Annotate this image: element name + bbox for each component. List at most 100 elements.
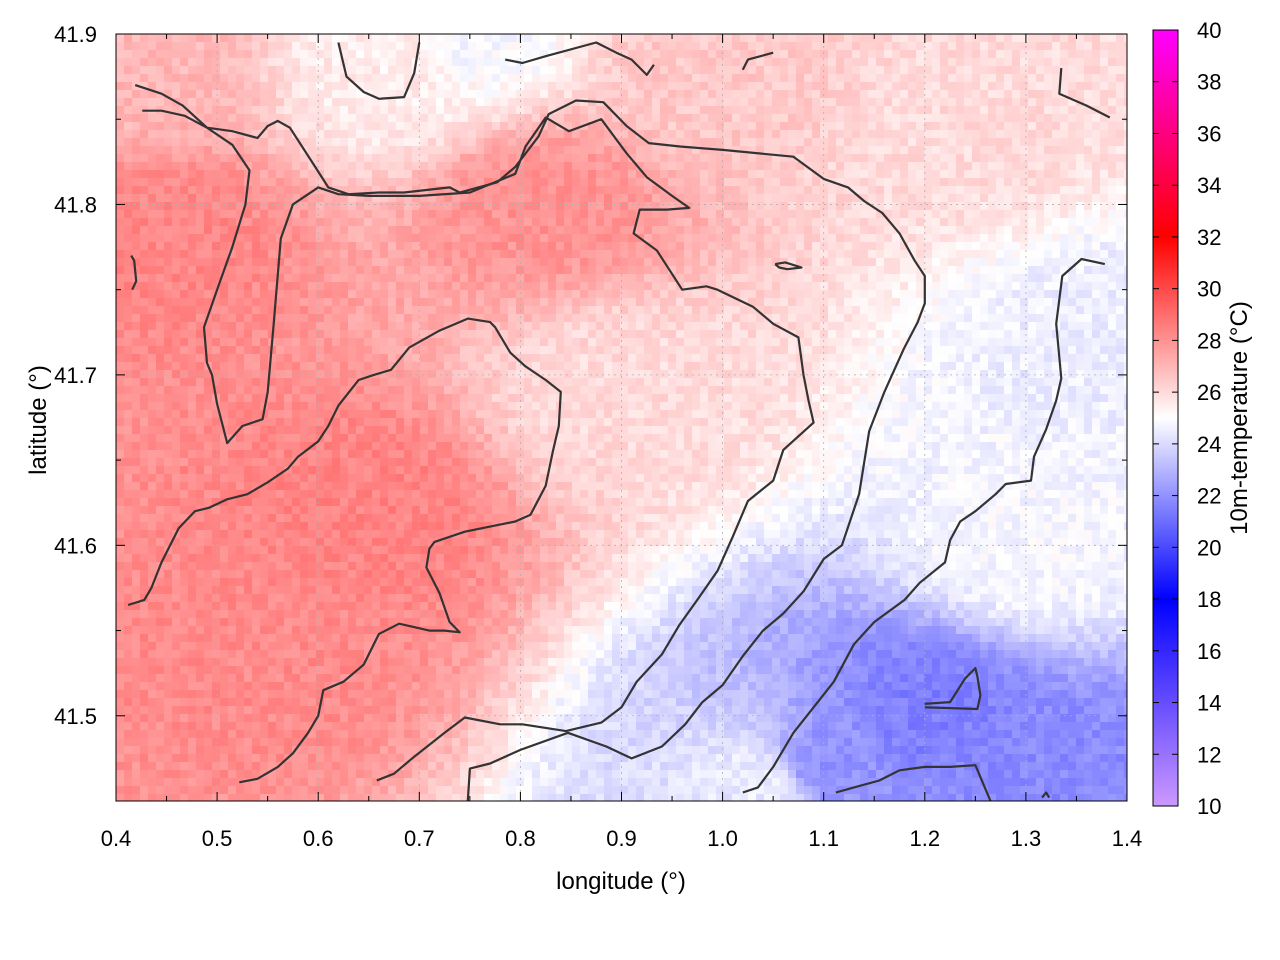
heatmap-cell [860, 274, 869, 283]
heatmap-cell [116, 234, 125, 243]
heatmap-cell [572, 178, 581, 187]
heatmap-cell [636, 250, 645, 259]
heatmap-cell [188, 330, 197, 339]
heatmap-cell [628, 50, 637, 59]
heatmap-cell [268, 234, 277, 243]
heatmap-cell [636, 242, 645, 251]
heatmap-cell [380, 74, 389, 83]
heatmap-cell [1084, 106, 1093, 115]
heatmap-cell [164, 162, 173, 171]
heatmap-cell [636, 106, 645, 115]
heatmap-cell [228, 290, 237, 299]
heatmap-cell [764, 306, 773, 315]
heatmap-cell [636, 154, 645, 163]
heatmap-cell [756, 242, 765, 251]
heatmap-cell [732, 154, 741, 163]
heatmap-cell [340, 154, 349, 163]
heatmap-cell [572, 218, 581, 227]
heatmap-cell [404, 258, 413, 267]
heatmap-cell [1052, 250, 1061, 259]
heatmap-cell [788, 50, 797, 59]
heatmap-cell [564, 226, 573, 235]
heatmap-cell [876, 146, 885, 155]
heatmap-cell [812, 330, 821, 339]
heatmap-cell [1044, 338, 1053, 347]
heatmap-cell [452, 106, 461, 115]
heatmap-cell [948, 322, 957, 331]
heatmap-cell [412, 130, 421, 139]
heatmap-cell [524, 258, 533, 267]
heatmap-cell [444, 306, 453, 315]
heatmap-cell [348, 266, 357, 275]
heatmap-cell [1028, 282, 1037, 291]
heatmap-cell [908, 210, 917, 219]
heatmap-cell [884, 122, 893, 131]
heatmap-cell [476, 274, 485, 283]
heatmap-cell [1124, 170, 1127, 179]
heatmap-cell [532, 258, 541, 267]
heatmap-cell [468, 194, 477, 203]
heatmap-cell [876, 242, 885, 251]
heatmap-cell [860, 66, 869, 75]
heatmap-cell [404, 146, 413, 155]
heatmap-cell [220, 154, 229, 163]
heatmap-cell [300, 106, 309, 115]
heatmap-cell [444, 346, 453, 355]
heatmap-cell [1004, 186, 1013, 195]
heatmap-cell [324, 194, 333, 203]
heatmap-cell [788, 290, 797, 299]
heatmap-cell [724, 282, 733, 291]
heatmap-cell [388, 218, 397, 227]
heatmap-cell [964, 82, 973, 91]
heatmap-cell [420, 50, 429, 59]
heatmap-cell [188, 162, 197, 171]
heatmap-cell [564, 290, 573, 299]
heatmap-cell [356, 42, 365, 51]
heatmap-cell [508, 290, 517, 299]
heatmap-cell [1068, 330, 1077, 339]
heatmap-cell [948, 234, 957, 243]
heatmap-cell [724, 210, 733, 219]
heatmap-cell [116, 90, 125, 99]
heatmap-cell [444, 138, 453, 147]
heatmap-cell [772, 106, 781, 115]
heatmap-cell [332, 250, 341, 259]
heatmap-cell [1084, 146, 1093, 155]
heatmap-cell [980, 74, 989, 83]
heatmap-cell [1044, 114, 1053, 123]
heatmap-cell [116, 218, 125, 227]
heatmap-cell [860, 90, 869, 99]
heatmap-cell [524, 298, 533, 307]
heatmap-cell [364, 154, 373, 163]
heatmap-cell [556, 290, 565, 299]
heatmap-cell [412, 154, 421, 163]
heatmap-cell [740, 178, 749, 187]
heatmap-cell [460, 338, 469, 347]
heatmap-cell [580, 330, 589, 339]
heatmap-cell [956, 114, 965, 123]
heatmap-cell [1060, 314, 1069, 323]
heatmap-cell [716, 330, 725, 339]
heatmap-cell [196, 266, 205, 275]
heatmap-cell [1036, 330, 1045, 339]
heatmap-cell [220, 170, 229, 179]
heatmap-cell [404, 226, 413, 235]
heatmap-cell [212, 186, 221, 195]
heatmap-cell [308, 266, 317, 275]
heatmap-cell [268, 106, 277, 115]
heatmap-cell [692, 114, 701, 123]
heatmap-cell [684, 250, 693, 259]
heatmap-cell [812, 42, 821, 51]
heatmap-cell [716, 234, 725, 243]
heatmap-cell [300, 138, 309, 147]
heatmap-cell [772, 226, 781, 235]
heatmap-cell [764, 266, 773, 275]
heatmap-cell [908, 130, 917, 139]
heatmap-cell [620, 322, 629, 331]
heatmap-cell [748, 114, 757, 123]
heatmap-cell [196, 282, 205, 291]
heatmap-cell [220, 90, 229, 99]
heatmap-cell [708, 226, 717, 235]
heatmap-cell [1124, 114, 1127, 123]
heatmap-cell [396, 138, 405, 147]
